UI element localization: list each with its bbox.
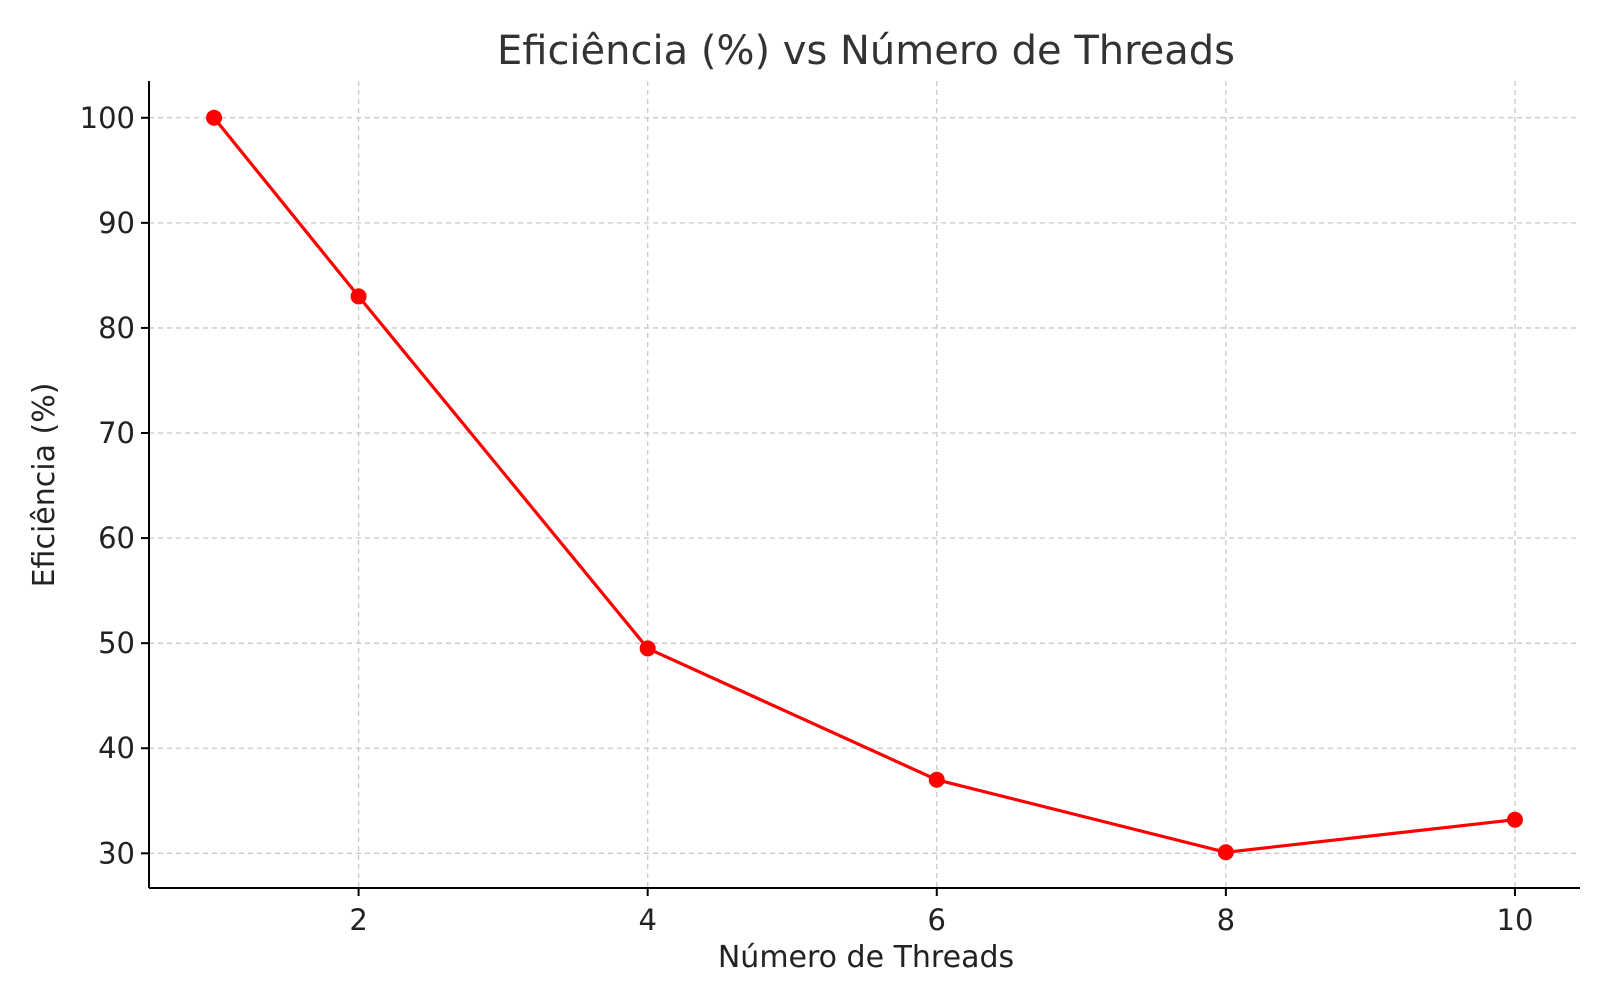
data-point <box>639 640 656 657</box>
axes <box>148 81 1580 889</box>
x-ticks: 2 4 6 8 10 <box>349 888 1533 937</box>
data-point <box>1217 844 1234 861</box>
series-line <box>212 116 1517 854</box>
y-tick-label: 30 <box>98 836 135 870</box>
x-axis-label: Número de Threads <box>718 940 1014 975</box>
chart-title: Eficiência (%) vs Número de Threads <box>497 28 1235 74</box>
y-tick-label: 80 <box>98 311 135 345</box>
y-tick-label: 40 <box>98 731 135 765</box>
y-axis-label: Eficiência (%) <box>27 383 62 588</box>
x-tick-label: 2 <box>349 903 367 937</box>
y-tick-label: 70 <box>98 416 135 450</box>
x-tick-label: 8 <box>1217 903 1235 937</box>
grid <box>149 81 1580 888</box>
x-tick-label: 4 <box>638 903 656 937</box>
data-point <box>206 109 223 126</box>
y-ticks: 30 40 50 60 70 80 90 100 <box>80 101 149 870</box>
x-tick-label: 6 <box>928 903 946 937</box>
x-tick-label: 10 <box>1497 903 1534 937</box>
y-tick-label: 60 <box>98 521 135 555</box>
data-point <box>1506 811 1523 828</box>
data-point <box>350 288 367 305</box>
data-point <box>928 771 945 788</box>
y-tick-label: 100 <box>80 101 135 135</box>
y-tick-label: 50 <box>98 626 135 660</box>
series <box>206 109 1523 861</box>
y-tick-label: 90 <box>98 206 135 240</box>
